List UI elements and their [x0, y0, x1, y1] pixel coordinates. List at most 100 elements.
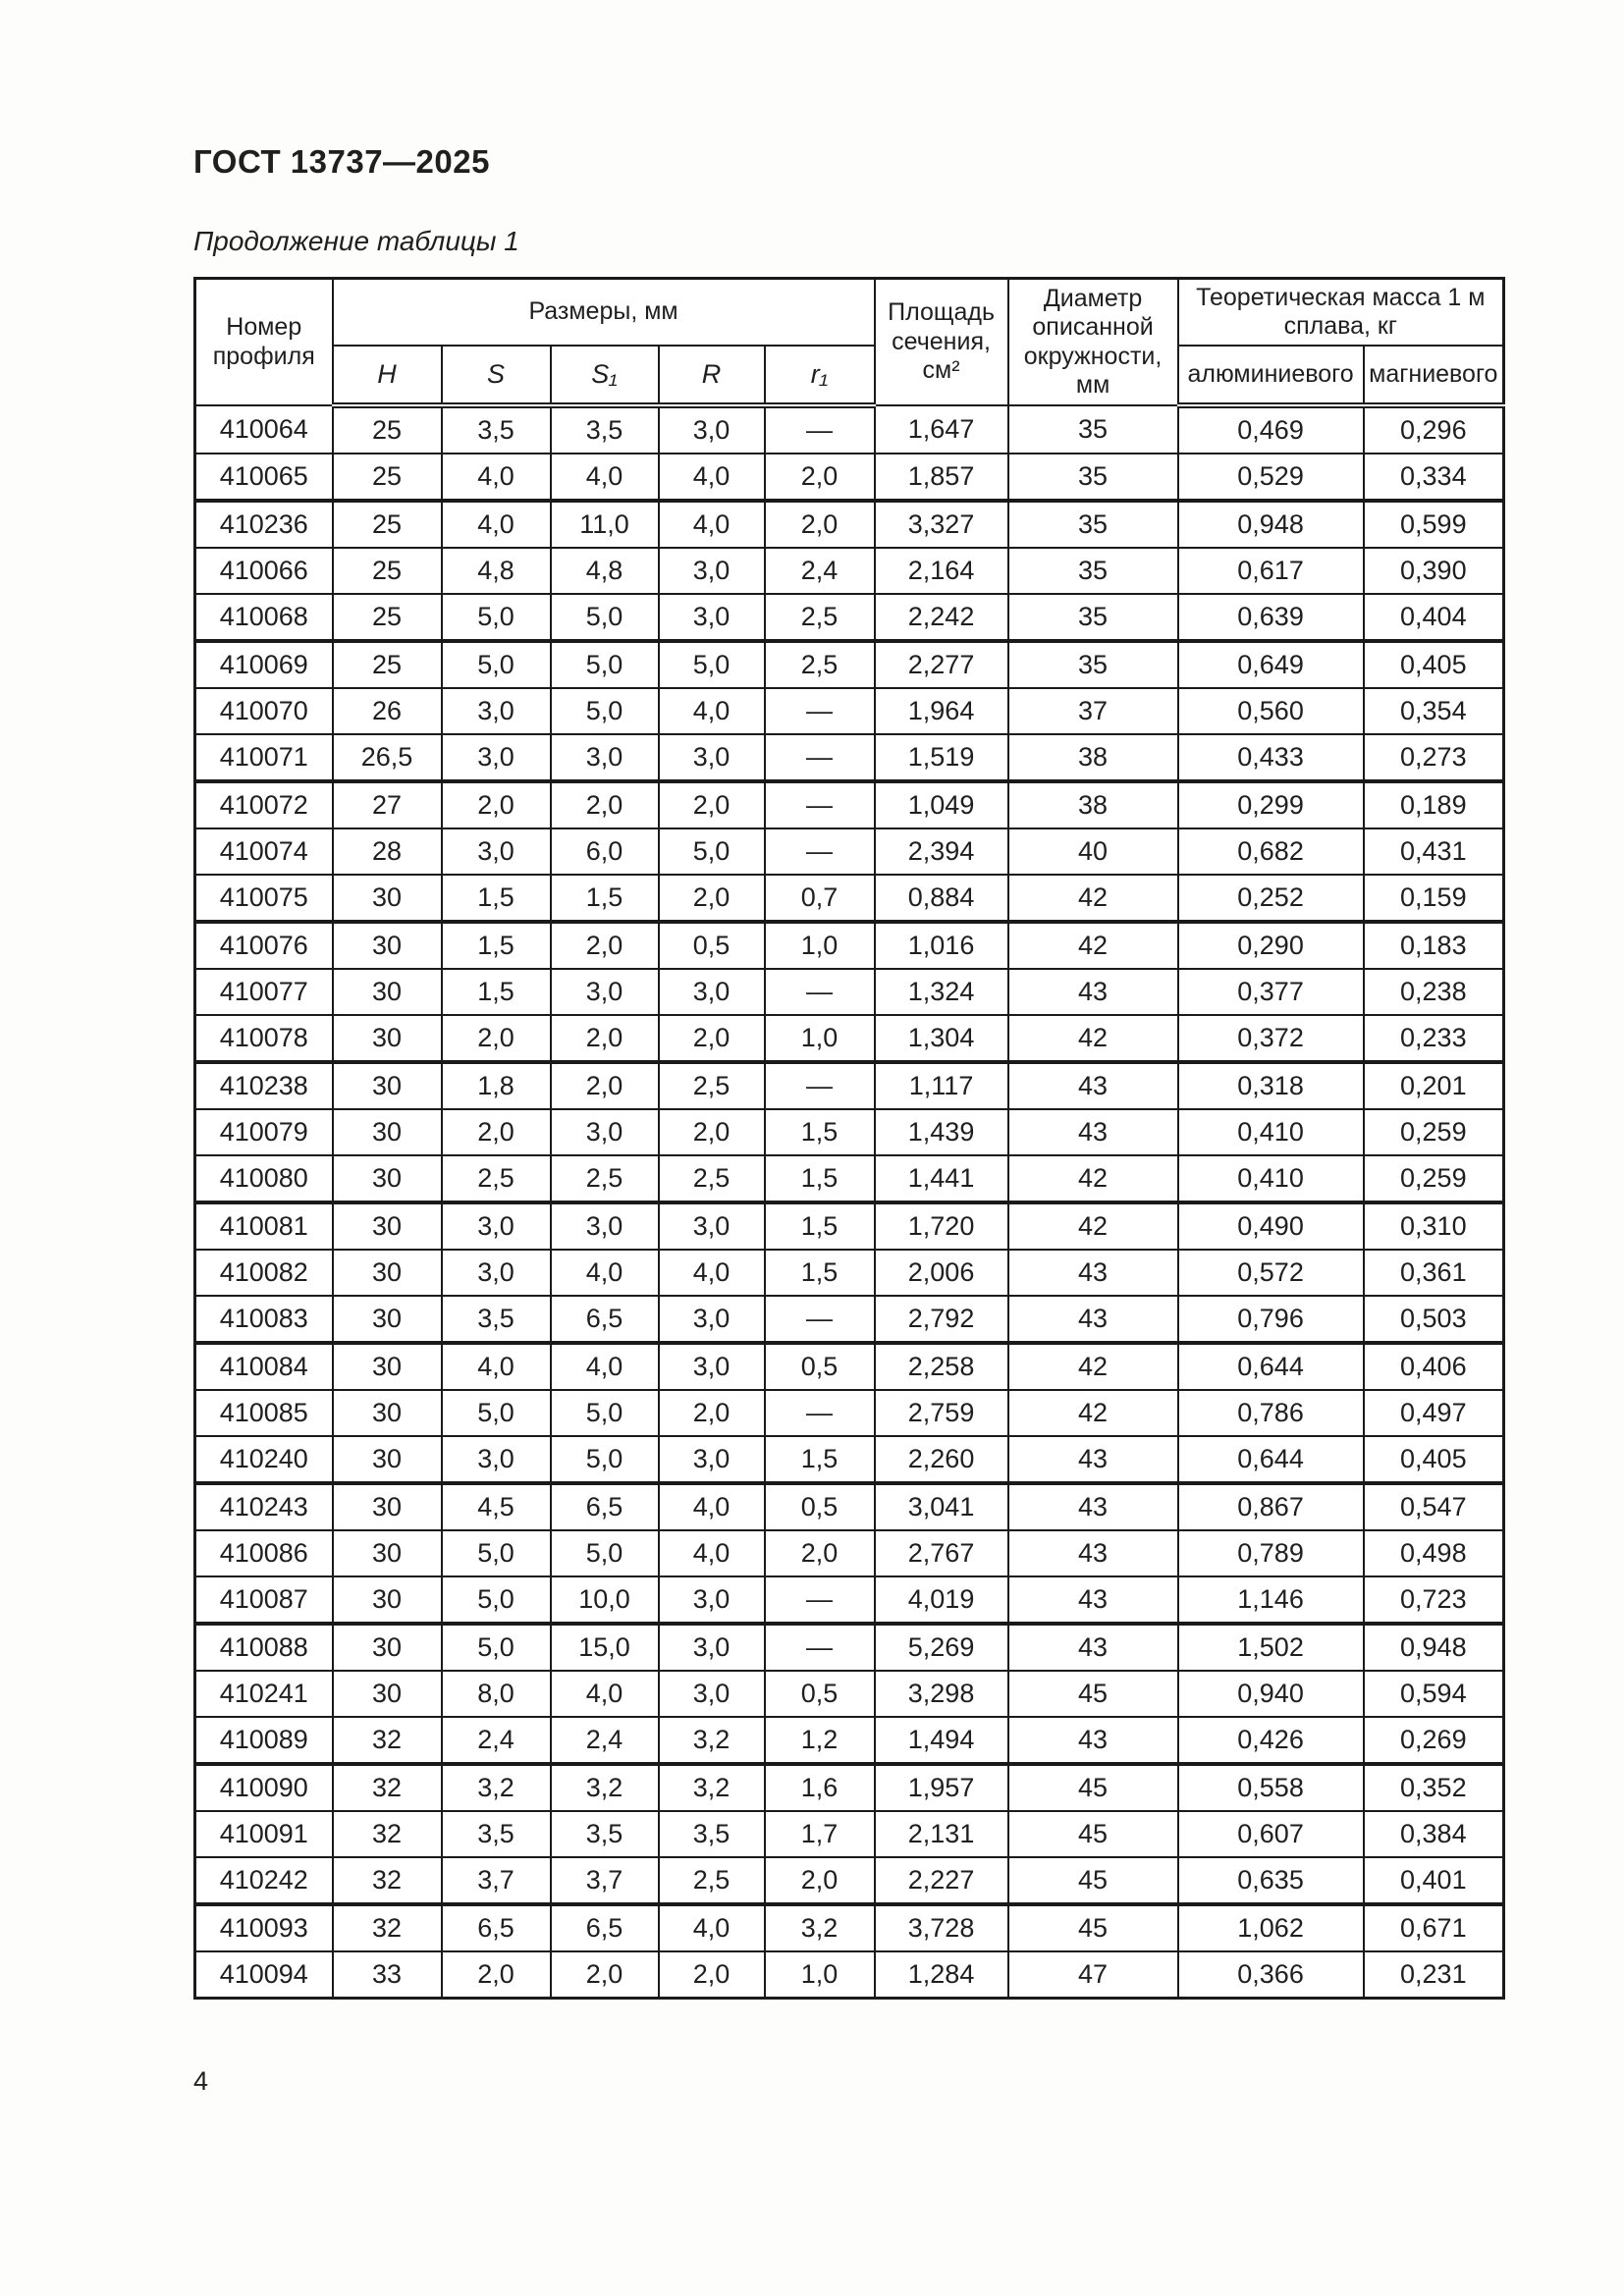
header-dim-S: S [440, 345, 552, 408]
table-row: 410071 26,5 3,0 3,0 3,0—1,519 38 0,433 0,273 [193, 733, 1505, 783]
cell-S: 3,5 [440, 1810, 552, 1858]
cell-R: 3,0 [657, 1201, 766, 1251]
cell-H: 30 [331, 1108, 443, 1156]
cell-r1: — [763, 404, 876, 454]
cell-H: 25 [331, 404, 443, 454]
cell-diameter: 42 [1006, 1014, 1179, 1064]
cell-profile: 410093 [193, 1903, 334, 1952]
cell-mass-magnesium: 0,310 [1362, 1201, 1505, 1251]
cell-R: 4,0 [657, 500, 766, 549]
cell-S: 4,0 [440, 1342, 552, 1391]
cell-H: 28 [331, 828, 443, 876]
cell-profile: 410241 [193, 1670, 334, 1718]
cell-mass-aluminum: 0,433 [1176, 733, 1365, 783]
cell-H: 32 [331, 1763, 443, 1812]
cell-diameter: 43 [1006, 1435, 1179, 1485]
cell-mass-aluminum: 0,252 [1176, 874, 1365, 924]
table-row: 410093 32 6,5 6,5 4,0 3,2 3,728 45 1,062 0,671 [193, 1903, 1505, 1952]
cell-area: 2,394 [873, 828, 1009, 876]
cell-mass-aluminum: 0,318 [1176, 1061, 1365, 1110]
cell-S1: 5,0 [549, 593, 660, 643]
cell-mass-magnesium: 0,723 [1362, 1575, 1505, 1626]
cell-R: 3,0 [657, 733, 766, 783]
cell-area: 1,324 [873, 968, 1009, 1016]
cell-area: 2,792 [873, 1295, 1009, 1345]
cell-H: 32 [331, 1810, 443, 1858]
cell-diameter: 43 [1006, 1249, 1179, 1297]
cell-mass-aluminum: 0,682 [1176, 828, 1365, 876]
cell-S: 3,2 [440, 1763, 552, 1812]
cell-H: 30 [331, 874, 443, 924]
cell-H: 30 [331, 1249, 443, 1297]
cell-R: 4,0 [657, 1482, 766, 1531]
table-row: 410236 25 4,0 11,0 4,0 2,0 3,327 35 0,948 0,599 [193, 500, 1505, 549]
cell-profile: 410069 [193, 640, 334, 689]
cell-diameter: 45 [1006, 1763, 1179, 1812]
cell-H: 30 [331, 1575, 443, 1626]
cell-R: 2,0 [657, 780, 766, 829]
cell-H: 32 [331, 1856, 443, 1906]
cell-area: 3,728 [873, 1903, 1009, 1952]
cell-diameter: 40 [1006, 828, 1179, 876]
table-row: 410242 32 3,7 3,7 2,5 2,0 2,227 45 0,635 0,401 [193, 1856, 1505, 1906]
cell-diameter: 47 [1006, 1950, 1179, 2000]
cell-diameter: 35 [1006, 500, 1179, 549]
cell-r1: — [763, 1623, 876, 1672]
cell-mass-magnesium: 0,259 [1362, 1154, 1505, 1204]
cell-R: 5,0 [657, 640, 766, 689]
cell-R: 2,0 [657, 1108, 766, 1156]
cell-mass-magnesium: 0,599 [1362, 500, 1505, 549]
cell-R: 3,2 [657, 1763, 766, 1812]
cell-mass-aluminum: 0,607 [1176, 1810, 1365, 1858]
cell-area: 2,767 [873, 1529, 1009, 1577]
cell-diameter: 45 [1006, 1856, 1179, 1906]
cell-diameter: 42 [1006, 921, 1179, 970]
cell-S1: 6,5 [549, 1295, 660, 1345]
cell-S: 2,4 [440, 1716, 552, 1766]
cell-S1: 2,4 [549, 1716, 660, 1766]
cell-H: 30 [331, 1154, 443, 1204]
table-row: 410080 30 2,5 2,5 2,5 1,5 1,441 42 0,410 0,259 [193, 1154, 1505, 1204]
cell-area: 1,016 [873, 921, 1009, 970]
cell-r1: — [763, 1575, 876, 1626]
cell-area: 1,304 [873, 1014, 1009, 1064]
cell-mass-aluminum: 0,617 [1176, 547, 1365, 595]
cell-area: 1,441 [873, 1154, 1009, 1204]
cell-mass-aluminum: 0,299 [1176, 780, 1365, 829]
cell-S1: 3,7 [549, 1856, 660, 1906]
table-row: 410090 32 3,2 3,2 3,2 1,6 1,957 45 0,558 0,352 [193, 1763, 1505, 1812]
cell-mass-aluminum: 0,572 [1176, 1249, 1365, 1297]
table-row: 410094 33 2,0 2,0 2,0 1,0 1,284 47 0,366 0,231 [193, 1950, 1505, 2000]
cell-r1: 2,5 [763, 640, 876, 689]
cell-mass-magnesium: 0,354 [1362, 687, 1505, 735]
cell-diameter: 43 [1006, 1061, 1179, 1110]
cell-profile: 410091 [193, 1810, 334, 1858]
cell-diameter: 37 [1006, 687, 1179, 735]
cell-H: 25 [331, 640, 443, 689]
cell-R: 2,5 [657, 1154, 766, 1204]
cell-mass-magnesium: 0,405 [1362, 1435, 1505, 1485]
cell-mass-magnesium: 0,273 [1362, 733, 1505, 783]
cell-profile: 410094 [193, 1950, 334, 2000]
cell-R: 4,0 [657, 1903, 766, 1952]
cell-profile: 410088 [193, 1623, 334, 1672]
cell-r1: 0,5 [763, 1670, 876, 1718]
table-row: 410065 25 4,0 4,0 4,0 2,0 1,857 35 0,529 0,334 [193, 453, 1505, 503]
cell-mass-magnesium: 0,296 [1362, 404, 1505, 454]
cell-r1: 2,4 [763, 547, 876, 595]
cell-mass-aluminum: 0,372 [1176, 1014, 1365, 1064]
cell-diameter: 43 [1006, 1108, 1179, 1156]
cell-R: 3,2 [657, 1716, 766, 1766]
cell-area: 2,242 [873, 593, 1009, 643]
cell-H: 30 [331, 1623, 443, 1672]
cell-profile: 410082 [193, 1249, 334, 1297]
cell-S: 3,5 [440, 404, 552, 454]
cell-H: 33 [331, 1950, 443, 2000]
cell-H: 30 [331, 1014, 443, 1064]
cell-diameter: 43 [1006, 1623, 1179, 1672]
cell-mass-aluminum: 0,940 [1176, 1670, 1365, 1718]
cell-S: 3,0 [440, 1435, 552, 1485]
cell-R: 2,5 [657, 1856, 766, 1906]
cell-diameter: 38 [1006, 780, 1179, 829]
